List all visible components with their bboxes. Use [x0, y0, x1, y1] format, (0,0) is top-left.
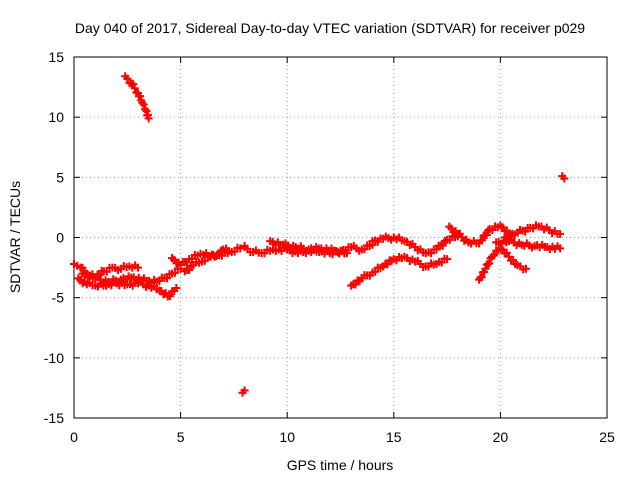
- data-point: [165, 292, 174, 301]
- y-tick-label: -5: [52, 290, 65, 306]
- x-tick-label: 5: [177, 429, 185, 445]
- data-point: [133, 263, 142, 272]
- y-tick-label: 10: [48, 109, 64, 125]
- data-point: [485, 259, 494, 268]
- series-arc-early-high: [121, 72, 153, 123]
- data-point: [482, 231, 491, 240]
- y-tick-label: 0: [56, 230, 64, 246]
- tick-layer: 0 5 10 15 20 25 -15 -10 -5 0 5 10 15: [44, 49, 615, 445]
- data-point: [477, 273, 486, 282]
- y-tick-label: 5: [56, 169, 64, 185]
- data-point: [371, 267, 380, 276]
- series-isolated-low: [238, 386, 249, 397]
- data-point: [144, 114, 153, 123]
- series-arc-5-to-7-low: [180, 248, 232, 276]
- data-point: [481, 264, 490, 273]
- data-point: [521, 264, 530, 273]
- chart-title: Day 040 of 2017, Sidereal Day-to-day VTE…: [75, 20, 585, 36]
- plot-frame: [73, 56, 608, 419]
- x-tick-label: 10: [279, 429, 295, 445]
- y-axis-label: SDTVAR / TECUs: [7, 181, 23, 293]
- data-point: [443, 255, 452, 264]
- x-axis-label: GPS time / hours: [287, 457, 394, 473]
- series-arc-18-to-20: [445, 221, 516, 248]
- series-arc-14-to-17: [368, 232, 462, 258]
- data-point: [172, 284, 181, 293]
- series-arc-19-to-21-low: [475, 244, 530, 284]
- data-point: [383, 260, 392, 269]
- x-tick-label: 20: [493, 429, 509, 445]
- data-point: [162, 274, 171, 283]
- data-point: [136, 92, 145, 101]
- series-arc-lower-left: [74, 274, 181, 301]
- series-arc-mid-left: [78, 264, 185, 287]
- data-point: [223, 249, 232, 258]
- y-tick-label: -15: [44, 410, 64, 426]
- data-point: [490, 251, 499, 260]
- data-point: [556, 229, 565, 238]
- grid-layer: [74, 57, 607, 418]
- data-point: [130, 84, 139, 93]
- y-tick-label: -10: [44, 350, 64, 366]
- data-point: [556, 244, 565, 253]
- data-point: [240, 386, 249, 395]
- data-point: [478, 236, 487, 245]
- y-tick-label: 15: [48, 49, 64, 65]
- x-tick-label: 0: [70, 429, 78, 445]
- data-point: [236, 244, 245, 253]
- data-point: [185, 265, 194, 274]
- data-point: [438, 241, 447, 250]
- series-arc-10-to-13-b: [266, 237, 351, 258]
- data-point: [200, 256, 209, 265]
- data-point: [560, 174, 569, 183]
- data-point: [129, 80, 138, 89]
- data-point: [342, 249, 351, 258]
- series-arc-13-to-17-low: [347, 252, 452, 290]
- data-point: [170, 268, 179, 277]
- series-arc-20-to-23-upper: [500, 221, 565, 242]
- series-isolated-high-right: [558, 172, 569, 183]
- points-layer: [70, 72, 569, 397]
- x-tick-label: 15: [386, 429, 402, 445]
- series-arc-19-to-23: [492, 236, 565, 254]
- data-point: [351, 280, 360, 289]
- data-point: [123, 74, 132, 83]
- x-tick-label: 25: [599, 429, 615, 445]
- data-point: [139, 100, 148, 109]
